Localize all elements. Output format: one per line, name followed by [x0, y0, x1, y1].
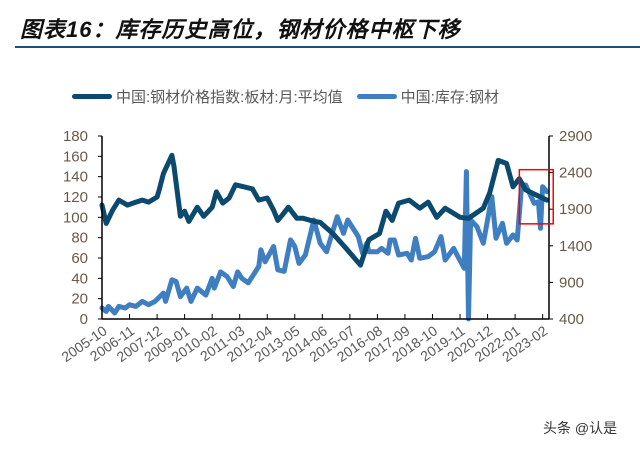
left-tick-label: 120	[63, 189, 88, 206]
left-tick-label: 140	[63, 169, 88, 186]
left-tick-label: 100	[63, 209, 88, 226]
left-tick-label: 60	[71, 250, 88, 267]
legend-item-price-index: 中国:钢材价格指数:板材:月:平均值	[72, 86, 343, 107]
chart-title: 图表16：库存历史高位，钢材价格中枢下移	[20, 17, 461, 42]
right-tick-label: 400	[559, 311, 584, 328]
left-tick-label: 180	[63, 128, 88, 145]
series-line-inventory	[99, 169, 550, 322]
left-tick-label: 160	[63, 148, 88, 165]
legend: 中国:钢材价格指数:板材:月:平均值 中国:库存:钢材	[72, 86, 513, 107]
left-tick-label: 20	[71, 291, 88, 308]
legend-label-inventory: 中国:库存:钢材	[400, 89, 500, 106]
left-tick-label: 80	[71, 230, 88, 247]
legend-swatch-inventory	[356, 94, 397, 99]
series-line-price-index	[99, 152, 550, 268]
title-divider	[15, 46, 640, 48]
legend-swatch-price-index	[72, 94, 112, 99]
right-tick-label: 2400	[559, 165, 592, 182]
legend-label-price-index: 中国:钢材价格指数:板材:月:平均值	[116, 89, 343, 106]
watermark: 头条 @认是	[543, 420, 618, 436]
right-tick-label: 900	[559, 274, 584, 291]
left-tick-label: 0	[80, 311, 88, 328]
legend-item-inventory: 中国:库存:钢材	[356, 86, 500, 107]
left-tick-label: 40	[71, 270, 88, 287]
highlight-box	[518, 168, 554, 225]
right-tick-label: 2900	[559, 128, 592, 145]
right-tick-label: 1400	[559, 238, 592, 255]
right-tick-label: 1900	[559, 201, 592, 218]
